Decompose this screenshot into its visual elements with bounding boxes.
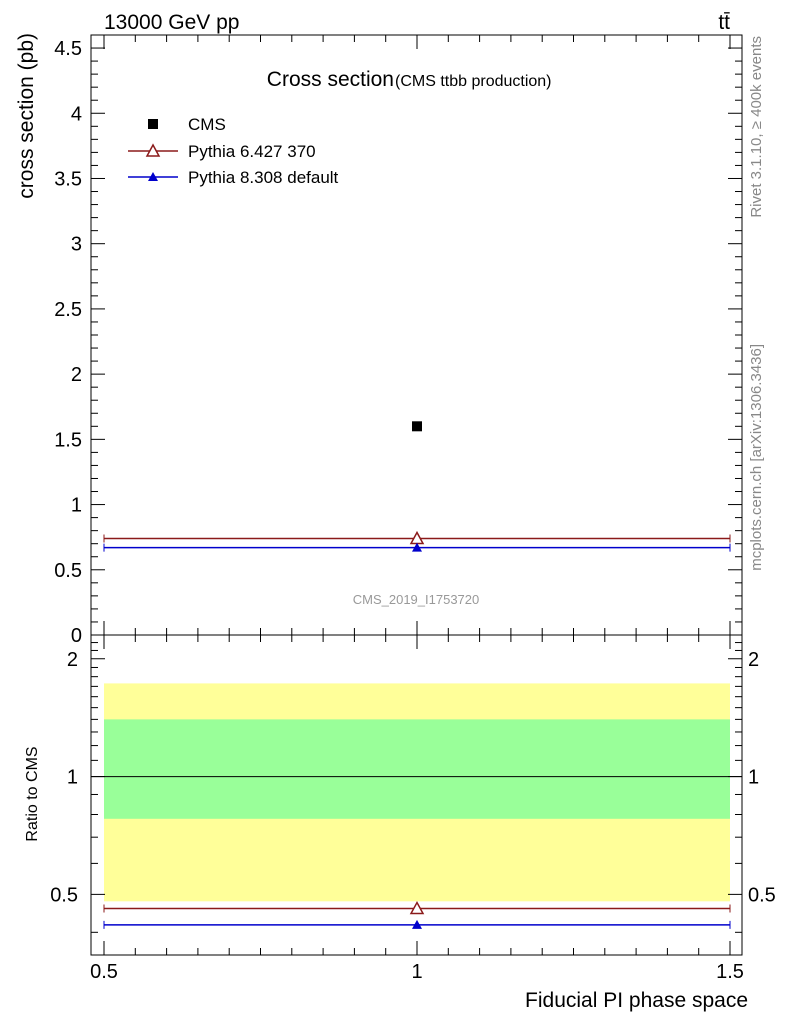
main-y-axis-label: cross section (pb) [15, 33, 38, 199]
legend-marker-1 [145, 143, 161, 157]
main-x-ticks [103, 35, 731, 635]
ratio-data-point-1 [412, 919, 422, 929]
legend-label-1: Pythia 6.427 370 [188, 142, 316, 161]
main-title: Cross section [267, 68, 394, 91]
main-data-point-0 [412, 421, 422, 432]
main-y-tick-label: 2.5 [54, 299, 82, 321]
main-data-point-2 [412, 542, 422, 552]
main-y-tick-label: 4.5 [54, 38, 82, 60]
energy-label: 13000 GeV pp [104, 11, 239, 34]
ratio-y-tick-label-left: 1 [67, 767, 78, 789]
main-y-tick-label: 3 [71, 234, 82, 256]
process-label: tt̄ [718, 11, 730, 34]
ratio-band-inner [104, 719, 730, 819]
legend-label-0: CMS [188, 115, 226, 134]
x-tick-label: 1.5 [716, 961, 744, 983]
main-y-tick-label: 2 [71, 364, 82, 386]
ratio-y-tick-label-right: 2 [748, 649, 759, 671]
ratio-y-tick-label-left: 2 [67, 649, 78, 671]
side-text-bottom: mcplots.cern.ch [arXiv:1306.3436] [748, 344, 765, 571]
main-y-tick-label: 1.5 [54, 429, 82, 451]
ratio-y-ticks: 0.5 0.5 1 1 2 2 [50, 642, 776, 933]
ratio-y-tick-label-right: 1 [748, 767, 759, 789]
main-y-tick-label: 1 [71, 495, 82, 517]
ratio-plot-area [91, 683, 742, 929]
main-y-tick-label: 0.5 [54, 560, 82, 582]
main-watermark: CMS_2019_I1753720 [353, 592, 480, 607]
legend-marker-2 [148, 172, 158, 181]
main-plot-area [103, 421, 731, 552]
main-y-tick-label: 3.5 [54, 168, 82, 190]
side-text-top: Rivet 3.1.10, ≥ 400k events [748, 36, 765, 218]
main-subtitle: (CMS ttbb production) [395, 73, 552, 90]
legend: CMS Pythia 6.427 370 Pythia 8.308 default [128, 115, 339, 187]
legend-marker-0 [148, 119, 158, 129]
ratio-x-ticks: 0.5 1 1.5 [90, 635, 744, 983]
ratio-panel: 0.5 0.5 1 1 2 2 0.5 1 1.5 Ratio to CMS Fiducial… [24, 634, 776, 1012]
ratio-y-axis-label: Ratio to CMS [24, 746, 41, 841]
main-y-tick-label: 0 [71, 625, 82, 647]
legend-label-2: Pythia 8.308 default [188, 168, 339, 187]
main-y-ticks: 0 0.5 1 1.5 2 2.5 3 3.5 4 4.5 [54, 38, 742, 647]
ratio-data-point-0 [409, 900, 425, 915]
ratio-y-tick-label-left: 0.5 [50, 884, 78, 906]
ratio-y-tick-label-right: 0.5 [748, 884, 776, 906]
main-panel: 0 0.5 1 1.5 2 2.5 3 3.5 4 4.5 Cross section (CMS … [15, 33, 743, 647]
x-tick-label: 1 [411, 961, 422, 983]
x-axis-label: Fiducial PI phase space [525, 989, 748, 1012]
x-tick-label: 0.5 [90, 961, 118, 983]
main-y-tick-label: 4 [71, 103, 82, 125]
